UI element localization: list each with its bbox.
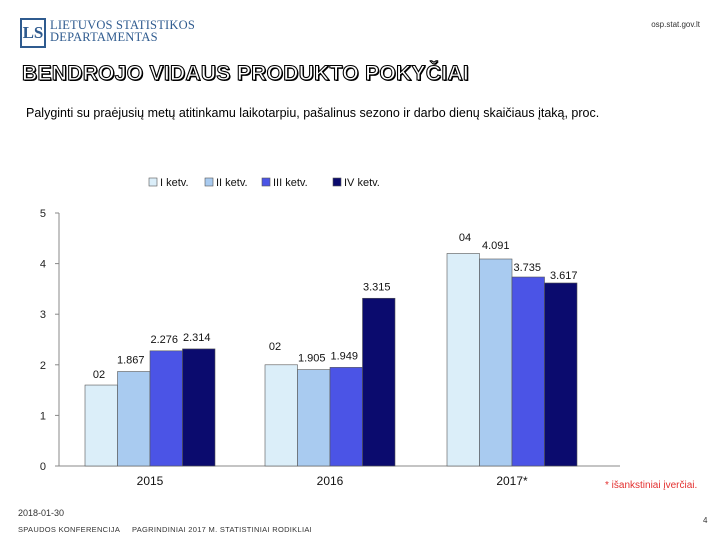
y-tick-label: 2 <box>40 360 46 372</box>
data-label: 1.949 <box>330 350 358 362</box>
logo-line-2: DEPARTAMENTAS <box>50 30 158 44</box>
legend-label: I ketv. <box>160 177 189 189</box>
bar-2017-q4 <box>544 282 578 467</box>
y-tick-label: 5 <box>40 208 46 220</box>
page-number: 4 <box>703 516 708 525</box>
chart-title: BENDROJO VIDAUS PRODUKTO POKYČIAI <box>21 61 470 85</box>
legend-swatch-q1 <box>148 177 158 187</box>
data-label: 4.091 <box>482 240 510 252</box>
y-tick-label: 4 <box>40 259 46 271</box>
logo-mark-icon: LS <box>20 18 46 48</box>
stray-label: 04 <box>459 232 471 244</box>
site-url[interactable]: osp.stat.gov.lt <box>651 20 700 29</box>
legend-swatch-q2 <box>204 177 214 187</box>
bar-2017-q1 <box>446 253 480 467</box>
category-label: 2017* <box>496 474 528 488</box>
category-label: 2016 <box>317 474 344 488</box>
logo-text: LIETUVOS STATISTIKOS DEPARTAMENTAS <box>50 18 196 44</box>
bar-2016-q3 <box>329 367 363 467</box>
footer-date: 2018-01-30 <box>18 508 65 518</box>
bar-2016-q4 <box>362 297 396 467</box>
footer-presentation: PAGRINDINIAI 2017 M. STATISTINIAI RODIKL… <box>132 525 313 534</box>
data-label: 3.735 <box>513 262 541 274</box>
footnote: * išankstiniai įverčiai. <box>605 480 698 491</box>
y-tick-label: 1 <box>40 410 46 422</box>
bar-2015-q1 <box>84 384 118 467</box>
data-label: 1.905 <box>298 353 326 365</box>
data-label: 1.867 <box>117 355 145 367</box>
legend-swatch-q4 <box>332 177 342 187</box>
data-label: 2.276 <box>150 334 178 346</box>
legend-label: II ketv. <box>216 177 248 189</box>
y-tick-label: 0 <box>40 461 46 473</box>
bar-2017-q3 <box>511 276 545 467</box>
footer-conference: SPAUDOS KONFERENCIJA <box>18 525 121 534</box>
bar-2016-q1 <box>264 364 298 467</box>
logo-line-1: LIETUVOS STATISTIKOS <box>50 18 196 32</box>
logo: LS LIETUVOS STATISTIKOS DEPARTAMENTAS <box>20 18 220 48</box>
bar-2015-q4 <box>182 348 216 467</box>
bar-2017-q2 <box>479 258 513 467</box>
stray-label: 02 <box>93 369 105 381</box>
y-tick-label: 3 <box>40 309 46 321</box>
legend-swatch-q3 <box>261 177 271 187</box>
bar-2016-q2 <box>297 369 331 467</box>
chart-subtitle: Palyginti su praėjusių metų atitinkamu l… <box>26 106 600 120</box>
legend-label: III ketv. <box>273 177 308 189</box>
bar-2015-q2 <box>117 371 151 467</box>
legend-label: IV ketv. <box>344 177 380 189</box>
data-label: 3.617 <box>550 270 578 282</box>
data-label: 3.315 <box>363 281 391 293</box>
category-label: 2015 <box>137 474 164 488</box>
data-label: 2.314 <box>183 332 211 344</box>
stray-label: 02 <box>269 341 281 353</box>
bar-2015-q3 <box>149 350 183 467</box>
